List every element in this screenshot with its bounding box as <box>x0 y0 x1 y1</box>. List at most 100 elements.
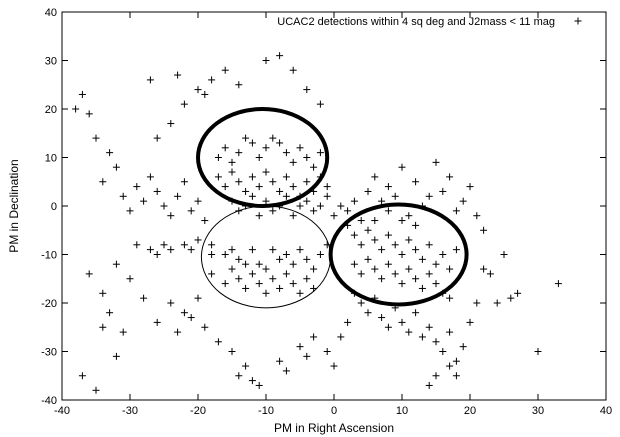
data-point <box>235 81 243 89</box>
data-point <box>303 178 311 186</box>
x-axis-label: PM in Right Ascension <box>274 421 394 435</box>
data-point <box>330 212 338 220</box>
data-point <box>384 260 392 268</box>
y-tick-label: -20 <box>41 298 57 310</box>
data-point <box>146 173 154 181</box>
data-point <box>289 212 297 220</box>
data-point <box>194 86 202 94</box>
data-point <box>357 270 365 278</box>
data-point <box>418 333 426 341</box>
data-point <box>432 280 440 288</box>
data-point <box>160 202 168 210</box>
data-point <box>473 299 481 307</box>
legend-marker <box>574 17 582 25</box>
y-axis-label: PM in Declination <box>7 159 21 252</box>
data-point <box>303 352 311 360</box>
data-point <box>303 197 311 205</box>
data-point <box>350 231 358 239</box>
data-point <box>140 294 148 302</box>
data-point <box>344 318 352 326</box>
data-point <box>214 338 222 346</box>
data-point <box>235 255 243 263</box>
data-point <box>221 251 229 258</box>
data-point <box>412 246 420 254</box>
data-point <box>221 144 229 152</box>
data-point <box>146 246 154 254</box>
x-tick-label: -40 <box>54 405 70 417</box>
data-point <box>112 260 120 268</box>
data-point <box>459 197 467 205</box>
data-point <box>432 372 440 380</box>
data-point <box>398 217 406 225</box>
data-point <box>201 217 209 225</box>
x-tick-label: 40 <box>600 405 612 417</box>
data-point <box>500 251 508 258</box>
data-point <box>384 323 392 331</box>
data-point <box>486 270 494 278</box>
data-point <box>364 255 372 263</box>
data-point <box>228 246 236 254</box>
data-point <box>316 149 324 157</box>
data-point <box>78 372 86 380</box>
data-point <box>350 197 358 205</box>
y-tick-label: -40 <box>41 395 57 407</box>
data-point <box>221 66 229 74</box>
data-point <box>255 212 263 220</box>
data-point <box>412 178 420 186</box>
data-point <box>133 241 141 249</box>
data-point <box>201 90 209 98</box>
data-point <box>425 192 433 200</box>
data-point <box>248 192 256 200</box>
data-point <box>323 183 331 191</box>
data-point <box>208 76 216 84</box>
data-point <box>99 323 107 331</box>
data-point <box>514 289 522 297</box>
data-point <box>466 318 474 326</box>
data-point <box>208 251 216 258</box>
data-point <box>194 236 202 244</box>
data-point <box>269 178 277 186</box>
data-point <box>371 236 379 244</box>
data-point <box>262 289 270 297</box>
data-point <box>296 246 304 254</box>
data-point <box>350 260 358 268</box>
data-point <box>316 100 324 108</box>
data-point <box>534 348 542 355</box>
data-point <box>303 255 311 263</box>
data-point <box>119 192 127 200</box>
data-point <box>167 212 175 220</box>
data-point <box>466 183 474 191</box>
data-point <box>112 163 120 171</box>
data-point <box>330 362 338 370</box>
data-point <box>208 241 216 249</box>
data-point <box>126 275 134 283</box>
data-point <box>269 207 277 215</box>
legend-entry-text: UCAC2 detections within 4 sq deg and J2m… <box>277 16 555 28</box>
data-point <box>174 328 182 336</box>
data-point <box>425 241 433 249</box>
data-point <box>282 367 290 375</box>
data-point <box>255 183 263 191</box>
data-point <box>384 183 392 191</box>
data-point <box>316 251 324 258</box>
data-point <box>418 255 426 263</box>
data-point <box>262 197 270 205</box>
data-point <box>174 71 182 79</box>
data-point <box>235 149 243 157</box>
data-point <box>228 265 236 273</box>
data-point <box>282 149 290 157</box>
data-point <box>126 207 134 215</box>
data-point <box>310 207 318 215</box>
data-point <box>303 275 311 283</box>
data-point <box>235 275 243 283</box>
data-point <box>310 265 318 273</box>
data-point <box>446 328 454 336</box>
data-point <box>405 265 413 273</box>
data-point <box>221 280 229 288</box>
data-point <box>214 154 222 161</box>
data-point <box>167 120 175 128</box>
data-point <box>398 280 406 288</box>
data-point <box>194 294 202 302</box>
data-point <box>303 154 311 161</box>
data-point <box>269 134 277 142</box>
